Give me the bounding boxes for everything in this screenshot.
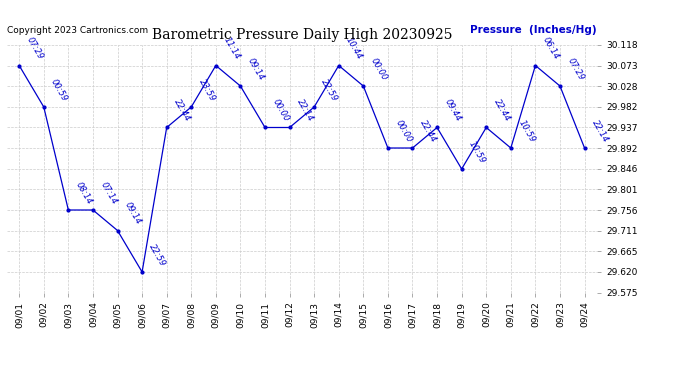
Text: 00:00: 00:00	[369, 56, 389, 82]
Text: 00:00: 00:00	[270, 98, 290, 123]
Text: 09:14: 09:14	[246, 56, 266, 82]
Text: 00:59: 00:59	[49, 77, 69, 103]
Text: 22:14: 22:14	[590, 118, 610, 144]
Text: 07:29: 07:29	[25, 36, 45, 62]
Text: 06:14: 06:14	[541, 36, 561, 62]
Text: 07:14: 07:14	[99, 180, 119, 206]
Text: 22:59: 22:59	[148, 242, 168, 268]
Title: Barometric Pressure Daily High 20230925: Barometric Pressure Daily High 20230925	[152, 28, 452, 42]
Text: 22:44: 22:44	[172, 98, 193, 123]
Text: 23:59: 23:59	[197, 77, 217, 103]
Text: 22:44: 22:44	[492, 98, 512, 123]
Text: 09:14: 09:14	[123, 201, 143, 226]
Text: 22:14: 22:14	[295, 98, 315, 123]
Text: 10:59: 10:59	[516, 118, 536, 144]
Text: 08:14: 08:14	[74, 180, 94, 206]
Text: Copyright 2023 Cartronics.com: Copyright 2023 Cartronics.com	[7, 26, 148, 35]
Text: Pressure  (Inches/Hg): Pressure (Inches/Hg)	[470, 25, 597, 35]
Text: 07:29: 07:29	[566, 56, 586, 82]
Text: 00:00: 00:00	[393, 118, 413, 144]
Text: 22:59: 22:59	[319, 77, 339, 103]
Text: 10:59: 10:59	[467, 139, 487, 165]
Text: 22:44: 22:44	[418, 118, 438, 144]
Text: 10:44: 10:44	[344, 36, 364, 62]
Text: 09:44: 09:44	[442, 98, 462, 123]
Text: 11:14: 11:14	[221, 36, 242, 62]
